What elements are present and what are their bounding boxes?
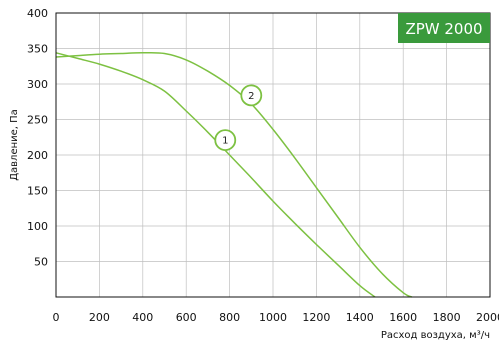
curve-1 bbox=[55, 52, 376, 298]
y-tick-label: 300 bbox=[27, 78, 48, 91]
model-badge-label: ZPW 2000 bbox=[405, 20, 482, 38]
x-axis-ticks: 0 200 400 600 800 1000 1200 1400 1600 1800 2000 bbox=[53, 311, 499, 324]
grid-lines bbox=[56, 13, 490, 297]
x-tick-label: 0 bbox=[53, 311, 60, 324]
x-tick-label: 200 bbox=[89, 311, 110, 324]
curve-markers: 12 bbox=[214, 84, 263, 151]
x-tick-label: 1600 bbox=[389, 311, 417, 324]
y-tick-label: 250 bbox=[27, 114, 48, 127]
model-badge-background bbox=[398, 13, 490, 43]
y-tick-label: 50 bbox=[34, 256, 48, 269]
x-tick-label: 600 bbox=[176, 311, 197, 324]
y-tick-label: 350 bbox=[27, 43, 48, 56]
x-tick-label: 800 bbox=[219, 311, 240, 324]
x-tick-label: 1200 bbox=[302, 311, 330, 324]
x-axis-title: Расход воздуха, м³/ч bbox=[381, 330, 490, 340]
curve-marker-circle-1 bbox=[214, 129, 237, 151]
y-tick-label: 400 bbox=[27, 7, 48, 20]
y-tick-label: 100 bbox=[27, 220, 48, 233]
x-tick-label: 1000 bbox=[259, 311, 287, 324]
curve-marker-label-2: 2 bbox=[248, 91, 254, 102]
x-tick-label: 1400 bbox=[346, 311, 374, 324]
y-tick-label: 150 bbox=[27, 185, 48, 198]
plot-frame bbox=[55, 12, 491, 298]
model-badge: ZPW 2000 bbox=[398, 13, 490, 43]
x-tick-label: 400 bbox=[132, 311, 153, 324]
series-curves bbox=[55, 51, 413, 298]
y-axis-title: Давление, Па bbox=[9, 109, 20, 181]
y-tick-label: 200 bbox=[27, 149, 48, 162]
curve-2 bbox=[55, 51, 413, 298]
curve-marker-circle-2 bbox=[240, 84, 263, 107]
curve-marker-label-1: 1 bbox=[222, 136, 228, 147]
y-axis-ticks: 50 100 150 200 250 300 350 400 bbox=[27, 7, 48, 269]
x-tick-label: 1800 bbox=[433, 311, 461, 324]
x-tick-label: 2000 bbox=[476, 311, 499, 324]
